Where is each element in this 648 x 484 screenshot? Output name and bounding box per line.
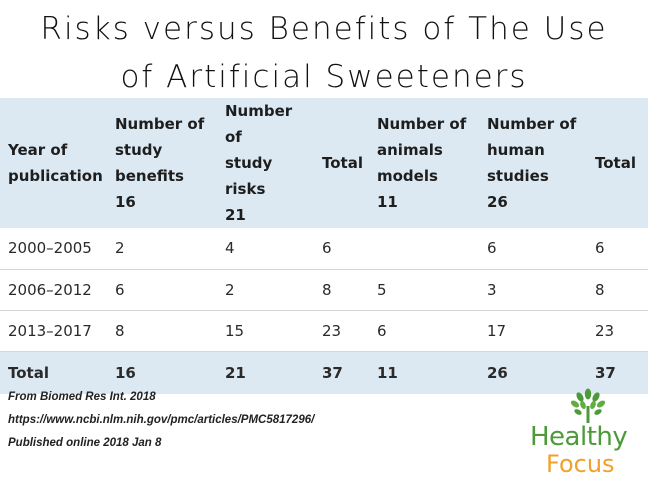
table-row: 2000–2005 2 4 6 6 6 (0, 228, 648, 269)
logo-word-focus: Focus (546, 450, 615, 478)
title-line-1: Risks versus Benefits of The Use (40, 11, 608, 47)
table-cell: 4 (225, 239, 235, 258)
healthy-focus-logo: Healthy Focus (526, 388, 642, 480)
header-year: Year of publication (8, 141, 103, 185)
title-line-2: of Artificial Sweeteners (120, 59, 528, 95)
table-cell: 6 (487, 239, 497, 258)
table-cell: 26 (487, 363, 508, 382)
table-cell: 6 (377, 321, 387, 340)
table-cell: 23 (322, 321, 342, 340)
logo-word-healthy: Healthy (530, 422, 628, 452)
table-row: 2006–2012 6 2 8 5 3 8 (0, 269, 648, 310)
table-cell: 8 (595, 280, 605, 299)
table-cell: 16 (115, 363, 136, 382)
source-journal: From Biomed Res Int. 2018 (8, 391, 156, 403)
table-cell: 11 (377, 363, 398, 382)
table-cell: 23 (595, 321, 615, 340)
table-cell: 3 (487, 280, 497, 299)
source-published-date: Published online 2018 Jan 8 (8, 437, 162, 449)
header-study-benefits: Number of study benefits 16 (115, 115, 205, 211)
table-cell: 15 (225, 321, 245, 340)
table-cell: 6 (595, 239, 605, 258)
table-cell: 21 (225, 363, 246, 382)
studies-table: Year of publication Number of study bene… (0, 98, 648, 394)
source-url[interactable]: https://www.ncbi.nlm.nih.gov/pmc/article… (8, 414, 315, 426)
total-row: Total 16 21 37 11 26 37 (0, 351, 648, 394)
table-cell: 2 (225, 280, 235, 299)
table-cell: 2006–2012 (8, 280, 92, 299)
table-cell: 37 (322, 363, 343, 382)
header-animal-models: Number of animals models 11 (377, 115, 467, 211)
table-cell (369, 228, 479, 269)
table-cell: 2013–2017 (8, 321, 92, 340)
header-total-2: Total (595, 154, 636, 172)
header-human-studies: Number of human studies 26 (487, 115, 577, 211)
header-total-1: Total (322, 154, 363, 172)
table-row: 2013–2017 8 15 23 6 17 23 (0, 310, 648, 351)
table-cell: 17 (487, 321, 507, 340)
table-cell: 5 (377, 280, 387, 299)
table-cell: Total (8, 363, 49, 382)
header-row: Year of publication Number of study bene… (0, 98, 648, 228)
header-study-risks: Number of study risks 21 (225, 102, 293, 224)
table-cell: 6 (322, 239, 332, 258)
table-cell: 37 (595, 363, 616, 382)
table-cell: 2000–2005 (8, 239, 92, 258)
tree-icon (570, 388, 606, 423)
table-cell: 8 (115, 321, 125, 340)
table-cell: 8 (322, 280, 332, 299)
table-cell: 2 (115, 239, 125, 258)
table-cell: 6 (115, 280, 125, 299)
source-citation: From Biomed Res Int. 2018 https://www.nc… (8, 386, 314, 455)
